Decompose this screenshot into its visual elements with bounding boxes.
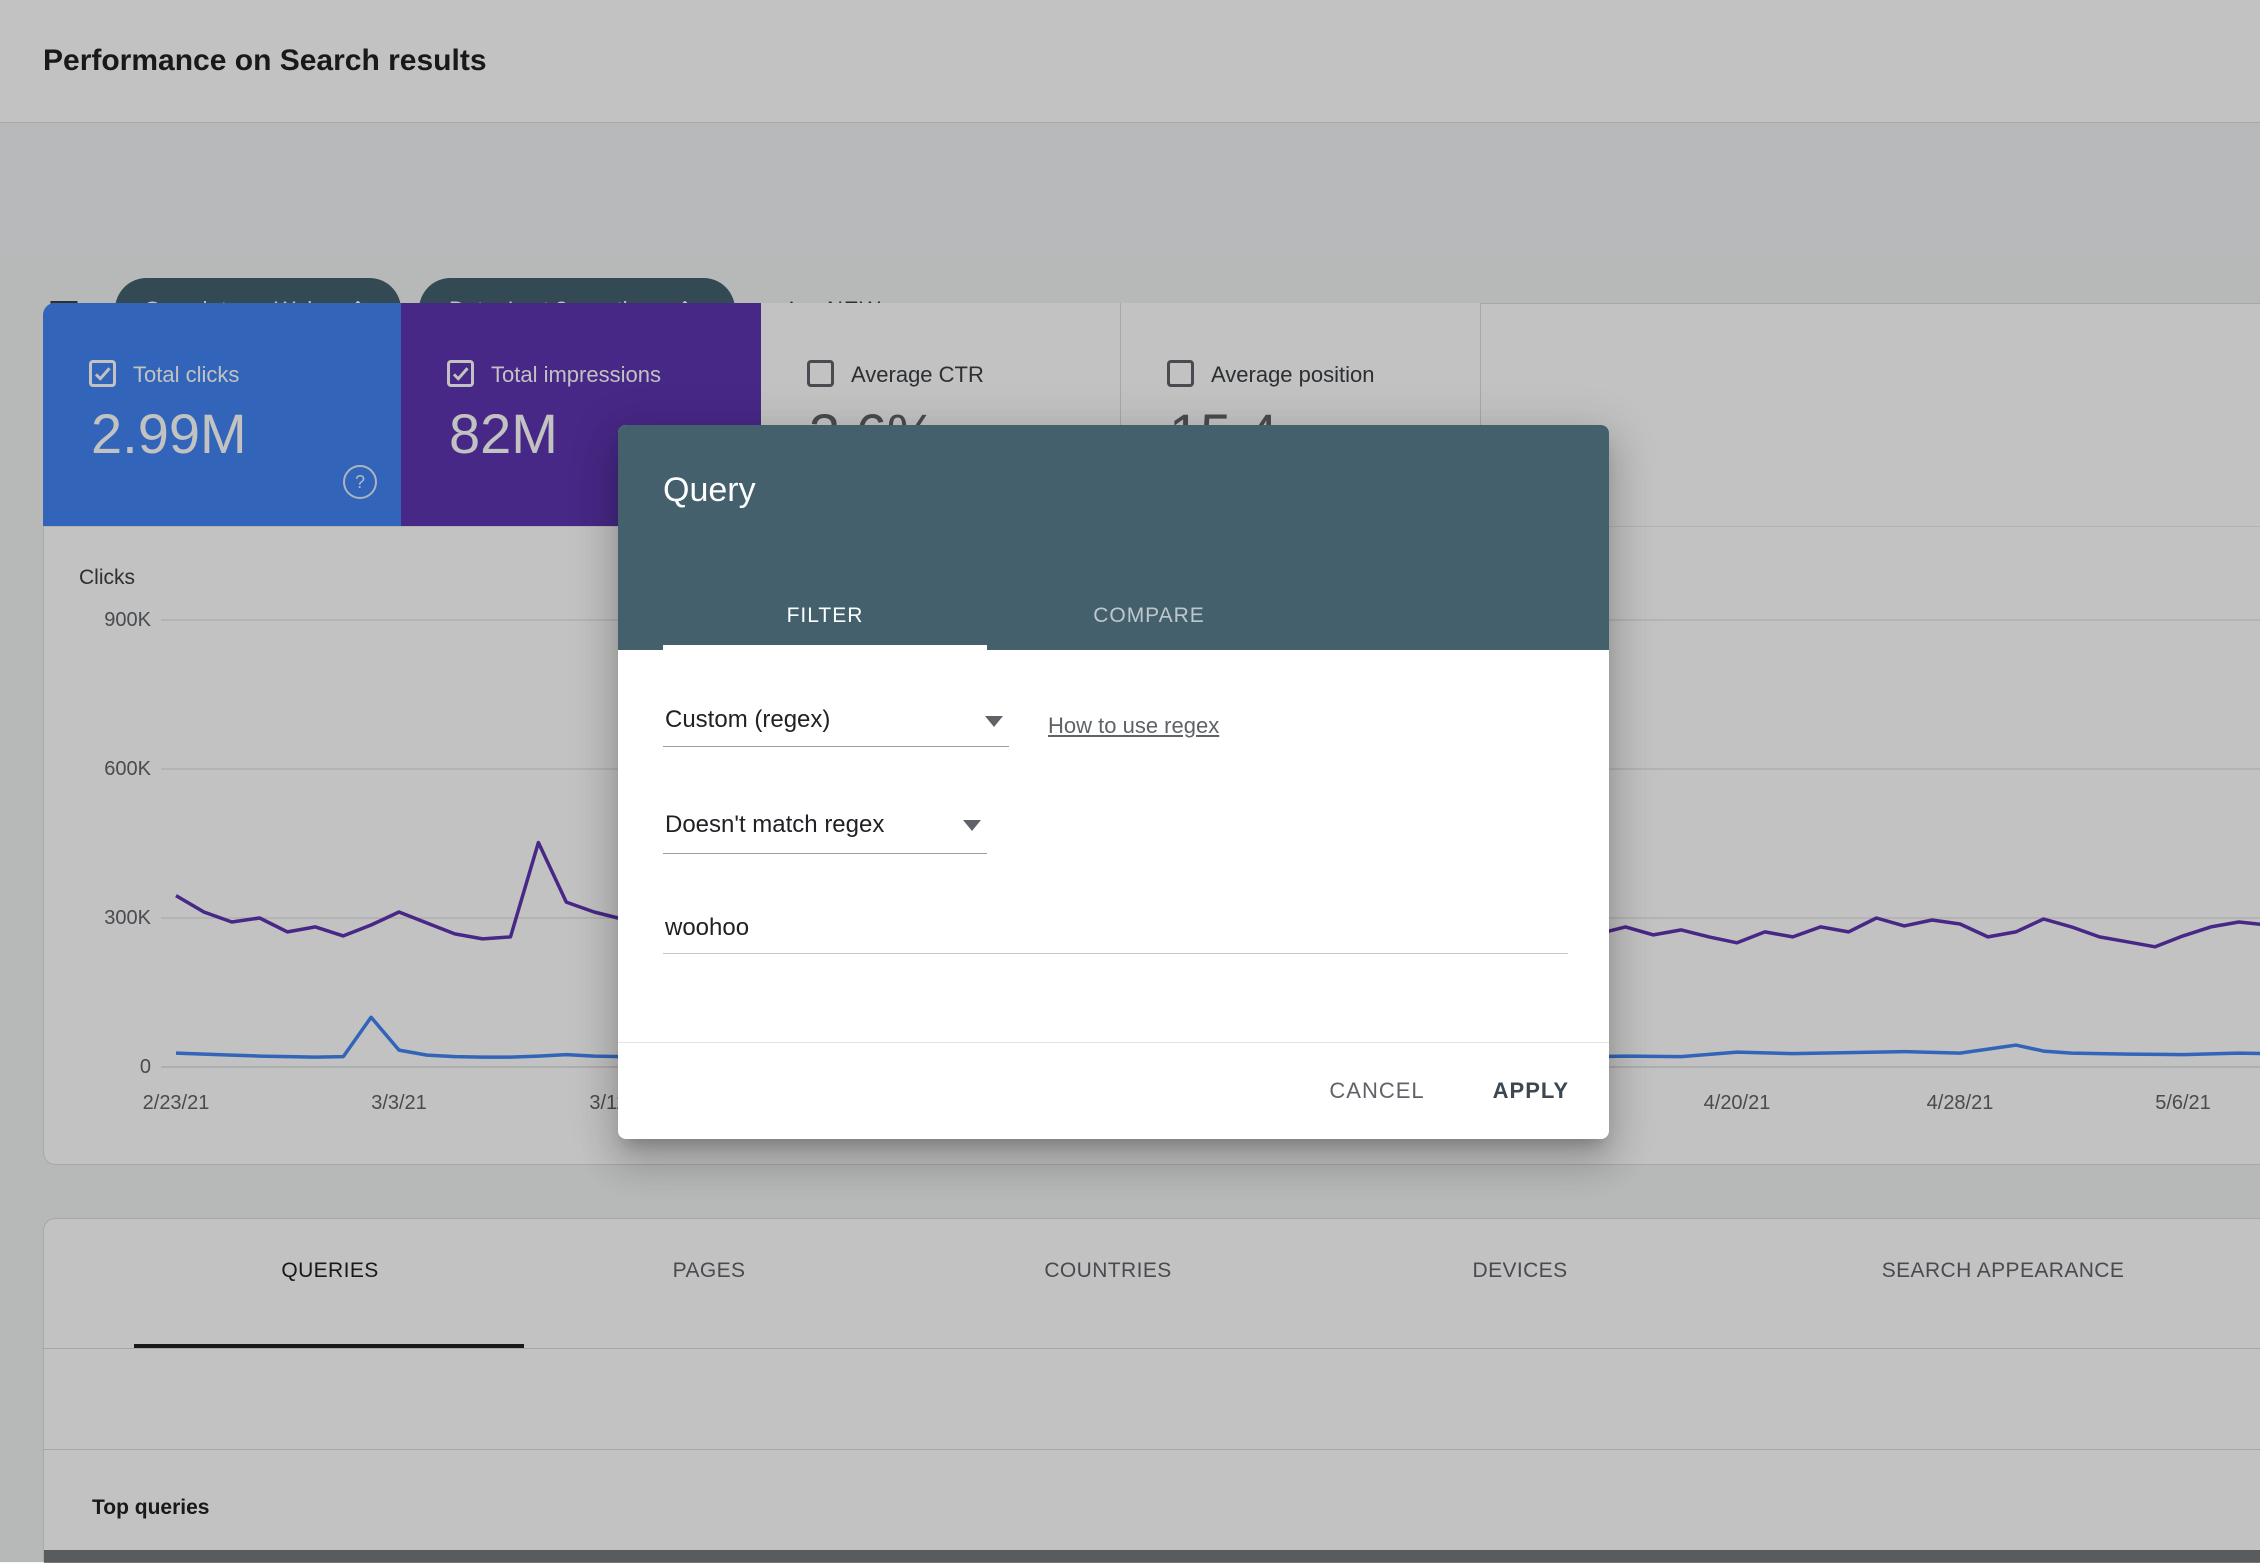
active-dialog-tab-underline	[663, 645, 987, 650]
regex-help-link[interactable]: How to use regex	[1048, 713, 1220, 738]
active-tab-underline	[134, 1344, 524, 1348]
tab-devices[interactable]: DEVICES	[1472, 1259, 1568, 1282]
divider	[44, 1348, 2260, 1349]
table-header-divider	[44, 1550, 2260, 1563]
cancel-button[interactable]: CANCEL	[1311, 1064, 1442, 1118]
scorecard-label: Total impressions	[491, 362, 661, 387]
tab-countries[interactable]: COUNTRIES	[1044, 1259, 1172, 1282]
dialog-footer: CANCEL APPLY	[618, 1042, 1609, 1139]
dialog-tab-filter-label: FILTER	[786, 604, 864, 627]
match-type-select[interactable]: Doesn't match regex	[663, 797, 987, 854]
match-type-select-value: Doesn't match regex	[665, 811, 885, 838]
dialog-title: Query	[663, 471, 756, 509]
scorecard-label: Average CTR	[851, 362, 984, 387]
dialog-header: Query FILTER COMPARE	[618, 425, 1609, 650]
regex-query-input[interactable]	[663, 903, 1568, 954]
checkbox-unchecked-icon[interactable]	[1167, 360, 1194, 387]
dialog-tab-compare[interactable]: COMPARE	[987, 586, 1311, 650]
scorecard-value: 82M	[449, 402, 558, 465]
divider	[44, 1449, 2260, 1450]
scorecard-divider	[1480, 303, 1481, 526]
chart-y-axis-title: Clicks	[79, 566, 135, 589]
scorecard-label: Average position	[1211, 362, 1375, 387]
query-filter-dialog: Query FILTER COMPARE Custom (regex) How …	[618, 425, 1609, 1139]
scorecard-value: 2.99M	[91, 402, 247, 465]
table-header-top-queries: Top queries	[92, 1496, 210, 1519]
tab-queries[interactable]: QUERIES	[281, 1259, 379, 1282]
tab-pages[interactable]: PAGES	[672, 1259, 746, 1282]
scorecard-label: Total clicks	[133, 362, 240, 387]
chevron-down-icon	[963, 820, 981, 831]
checkbox-checked-icon[interactable]	[447, 360, 474, 387]
filter-type-select-value: Custom (regex)	[665, 705, 831, 733]
app-header: Performance on Search results	[0, 0, 2260, 123]
checkbox-checked-icon[interactable]	[89, 360, 116, 387]
dialog-tab-filter[interactable]: FILTER	[663, 586, 987, 650]
chevron-down-icon	[985, 716, 1003, 727]
tab-search-appearance[interactable]: SEARCH APPEARANCE	[1881, 1259, 2125, 1282]
scorecard-total-clicks[interactable]: Total clicks 2.99M ?	[43, 303, 401, 526]
checkbox-unchecked-icon[interactable]	[807, 360, 834, 387]
dimensions-table-card: QUERIES PAGES COUNTRIES DEVICES SEARCH A…	[43, 1218, 2260, 1563]
dialog-tab-compare-label: COMPARE	[1093, 604, 1205, 627]
filter-type-select[interactable]: Custom (regex)	[663, 693, 1009, 747]
apply-button[interactable]: APPLY	[1475, 1064, 1587, 1118]
help-icon[interactable]: ?	[343, 465, 377, 499]
page-title: Performance on Search results	[43, 44, 487, 77]
